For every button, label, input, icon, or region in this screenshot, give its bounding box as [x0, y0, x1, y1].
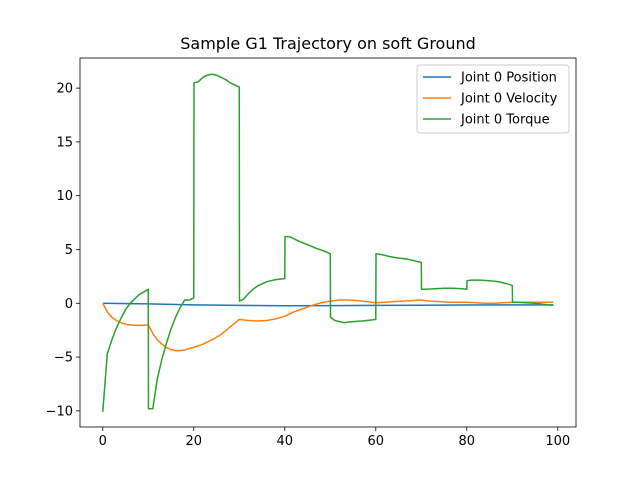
- x-tick-label: 0: [99, 434, 107, 449]
- y-tick-label: 10: [56, 189, 73, 204]
- legend-box: [416, 64, 570, 134]
- legend-label-0: Joint 0 Position: [460, 71, 557, 86]
- plot-area: [102, 73, 554, 412]
- x-tick-label: 40: [276, 434, 293, 449]
- y-tick-label: −5: [54, 351, 73, 366]
- y-tick-label: 0: [65, 297, 73, 312]
- y-tick-label: 5: [65, 243, 73, 258]
- y-tick-label: 15: [56, 135, 73, 150]
- legend-label-2: Joint 0 Torque: [460, 113, 550, 128]
- x-tick-label: 80: [459, 434, 476, 449]
- axes-frame: [79, 57, 577, 428]
- chart-title: Sample G1 Trajectory on soft Ground: [180, 34, 476, 53]
- axes: 0 20 40 60 80 100 −10 −5 0 5 10 15 20: [46, 57, 577, 449]
- legend-label-1: Joint 0 Velocity: [460, 92, 558, 107]
- x-tick-label: 60: [368, 434, 385, 449]
- y-tick-label: −10: [46, 404, 73, 419]
- y-tick-label: 20: [56, 82, 73, 97]
- series-line-2: [102, 73, 554, 412]
- x-tick-label: 100: [545, 434, 570, 449]
- legend: Joint 0 Position Joint 0 Velocity Joint 0 …: [416, 64, 570, 134]
- x-tick-label: 20: [185, 434, 202, 449]
